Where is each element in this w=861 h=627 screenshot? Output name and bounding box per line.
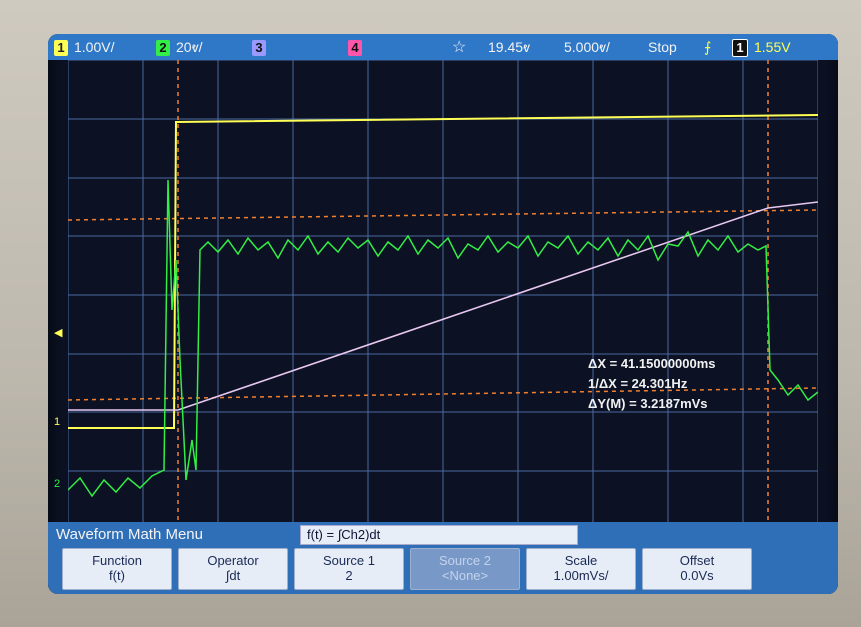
- waveform-math-menu: Waveform Math Menu f(t) = ∫Ch2)dt Functi…: [48, 522, 838, 594]
- softkey-label: Function: [92, 553, 142, 568]
- ch4-badge: 4: [348, 40, 362, 56]
- edge-trigger-icon: ⨍: [704, 39, 712, 55]
- ch3-badge: 3: [252, 40, 266, 56]
- ch1-offset-marker: 1: [54, 416, 61, 428]
- ch2-scale[interactable]: 2 20ⱴ/: [156, 39, 202, 56]
- operator-softkey[interactable]: Operator ∫dt: [178, 548, 288, 590]
- ch2-trace: [68, 179, 818, 498]
- cursor-y2: [68, 209, 818, 221]
- menu-title: Waveform Math Menu: [56, 526, 203, 543]
- inv-delta-x-readout: 1/ΔX = 24.301Hz: [588, 376, 688, 391]
- source2-softkey[interactable]: Source 2 <None>: [410, 548, 520, 590]
- ch1-scale-text: 1.00V/: [74, 39, 115, 55]
- softkey-label: Operator: [207, 553, 259, 568]
- ch2-scale-text: 20ⱴ/: [176, 39, 203, 55]
- softkey-value: 2: [345, 568, 353, 583]
- softkey-label: Scale: [564, 553, 598, 568]
- softkey-value: f(t): [109, 568, 125, 583]
- graticule: [68, 60, 818, 530]
- delay-value[interactable]: 19.45ⱴ: [488, 39, 531, 55]
- scale-softkey[interactable]: Scale 1.00mVs/: [526, 548, 636, 590]
- softkey-value: <None>: [441, 568, 489, 583]
- run-state[interactable]: Stop: [648, 39, 677, 55]
- softkey-value: 0.0Vs: [680, 568, 714, 583]
- trigger-position-icon: ☆: [452, 39, 467, 56]
- trigger-channel-badge: 1: [732, 39, 748, 57]
- softkey-label: Offset: [679, 553, 715, 568]
- softkey-value: 1.00mVs/: [553, 568, 609, 583]
- ch1-ground-marker: ◀: [54, 327, 63, 339]
- waveform-display[interactable]: [68, 60, 818, 530]
- ch4-indicator[interactable]: 4: [348, 39, 368, 56]
- ch3-indicator[interactable]: 3: [252, 39, 272, 56]
- softkey-value: ∫dt: [225, 568, 241, 583]
- trigger-level-text: 1.55V: [754, 39, 791, 55]
- cursor-y1: [68, 387, 818, 401]
- ch1-badge: 1: [54, 40, 68, 56]
- function-softkey[interactable]: Function f(t): [62, 548, 172, 590]
- softkey-label: Source 2: [438, 553, 492, 568]
- delta-y-readout: ΔY(M) = 3.2187mVs: [588, 396, 708, 411]
- ch2-offset-marker: 2: [54, 478, 61, 490]
- delta-x-readout: ΔX = 41.15000000ms: [588, 356, 716, 371]
- trigger-level[interactable]: 1 1.55V: [732, 39, 791, 57]
- math-formula: f(t) = ∫Ch2)dt: [300, 525, 578, 545]
- oscilloscope-screen: 1 1.00V/ 2 20ⱴ/ 3 4 ☆ 19.45ⱴ 5.000ⱴ/ Stop …: [48, 34, 838, 594]
- math-trace: [68, 201, 818, 411]
- source1-softkey[interactable]: Source 1 2: [294, 548, 404, 590]
- ch1-scale[interactable]: 1 1.00V/: [54, 39, 114, 56]
- offset-softkey[interactable]: Offset 0.0Vs: [642, 548, 752, 590]
- ch2-badge: 2: [156, 40, 170, 56]
- status-bar: 1 1.00V/ 2 20ⱴ/ 3 4 ☆ 19.45ⱴ 5.000ⱴ/ Stop …: [48, 34, 838, 60]
- timebase-value[interactable]: 5.000ⱴ/: [564, 39, 610, 55]
- softkey-label: Source 1: [322, 553, 376, 568]
